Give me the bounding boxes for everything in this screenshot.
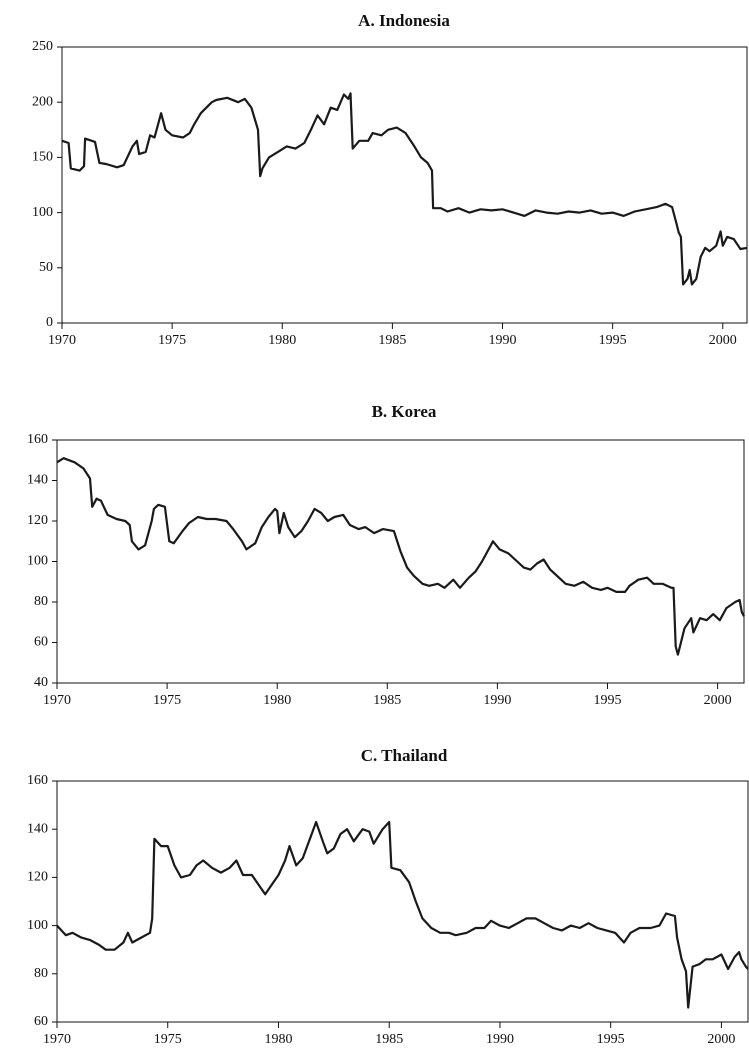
- y-tick-label: 120: [27, 870, 48, 885]
- y-tick-label: 60: [34, 635, 48, 650]
- y-tick-label: 50: [39, 260, 53, 275]
- y-tick-label: 160: [27, 773, 48, 788]
- y-tick-label: 60: [34, 1014, 48, 1029]
- y-tick-label: 140: [27, 821, 48, 836]
- x-tick-label: 1975: [154, 1032, 182, 1047]
- x-tick-label: 1995: [597, 1032, 625, 1047]
- x-tick-label: 1985: [375, 1032, 403, 1047]
- x-tick-label: 1990: [486, 1032, 514, 1047]
- x-tick-label: 1970: [43, 1032, 71, 1047]
- data-line: [61, 92, 748, 286]
- plot-frame: [61, 46, 748, 324]
- x-tick-label: 2000: [707, 1032, 735, 1047]
- x-tick-label: 1990: [489, 333, 517, 348]
- x-tick-label: 1990: [483, 693, 511, 708]
- data-line: [56, 457, 745, 656]
- y-tick-label: 100: [27, 918, 48, 933]
- chart-title: C. Thailand: [361, 746, 448, 765]
- y-tick-label: 200: [32, 94, 53, 109]
- y-tick-label: 140: [27, 473, 48, 488]
- y-tick-label: 100: [27, 554, 48, 569]
- x-tick-label: 1970: [48, 333, 76, 348]
- plot-frame: [56, 780, 749, 1023]
- x-tick-label: 1980: [263, 693, 291, 708]
- plot-frame: [56, 439, 745, 684]
- y-tick-label: 100: [32, 205, 53, 220]
- y-tick-label: 150: [32, 150, 53, 165]
- y-tick-label: 0: [46, 315, 53, 330]
- chart-title: A. Indonesia: [358, 11, 450, 30]
- x-tick-label: 1975: [158, 333, 186, 348]
- y-tick-label: 80: [34, 966, 48, 981]
- y-tick-label: 120: [27, 513, 48, 528]
- x-tick-label: 1995: [599, 333, 627, 348]
- x-tick-label: 1980: [268, 333, 296, 348]
- x-tick-label: 1985: [378, 333, 406, 348]
- y-tick-label: 250: [32, 39, 53, 54]
- y-tick-label: 160: [27, 432, 48, 447]
- data-line: [56, 820, 749, 1009]
- x-tick-label: 2000: [704, 693, 732, 708]
- y-tick-label: 40: [34, 675, 48, 690]
- x-tick-label: 1980: [264, 1032, 292, 1047]
- y-tick-label: 80: [34, 594, 48, 609]
- x-tick-label: 1995: [593, 693, 621, 708]
- chart-title: B. Korea: [372, 402, 437, 421]
- x-tick-label: 1975: [153, 693, 181, 708]
- x-tick-label: 2000: [709, 333, 737, 348]
- x-tick-label: 1970: [43, 693, 71, 708]
- x-tick-label: 1985: [373, 693, 401, 708]
